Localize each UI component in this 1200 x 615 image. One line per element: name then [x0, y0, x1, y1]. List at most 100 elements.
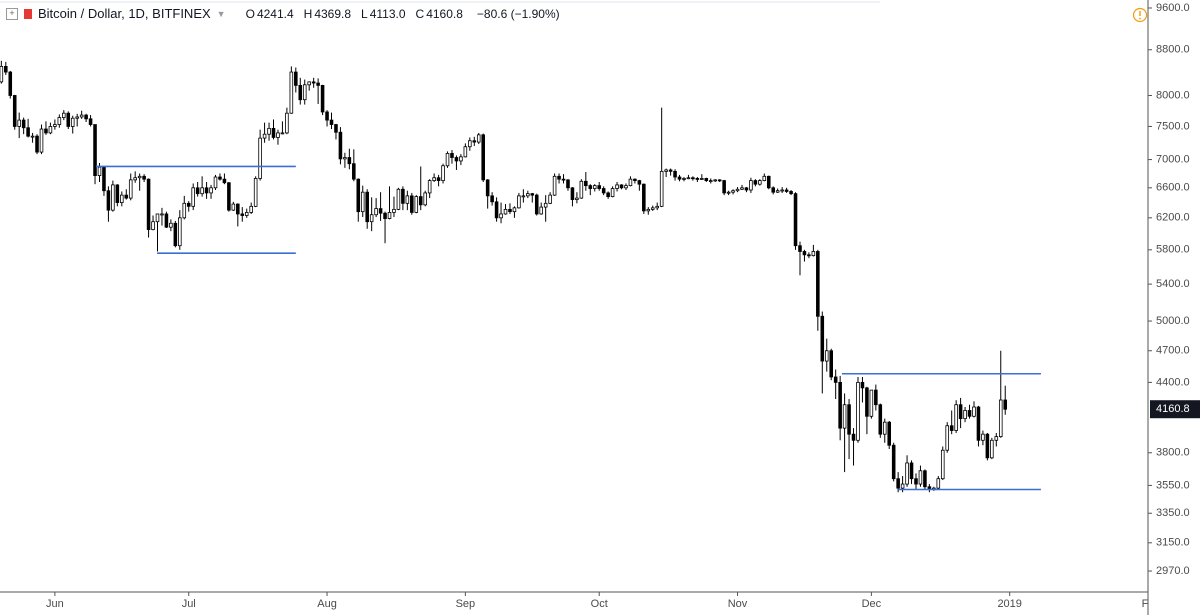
- collapse-icon[interactable]: +: [6, 7, 18, 20]
- candle-body: [213, 176, 218, 189]
- y-tick-label: 5800.0: [1156, 244, 1190, 256]
- candle-body: [231, 203, 236, 211]
- y-tick-label: 2970.0: [1156, 565, 1190, 577]
- candle-body: [209, 187, 213, 194]
- candle-body: [726, 191, 731, 194]
- candle-body: [954, 404, 958, 431]
- candle-body: [414, 196, 419, 213]
- candle-body: [503, 208, 508, 215]
- candle-body: [588, 185, 593, 189]
- candle-body: [191, 187, 195, 207]
- x-tick-label: Oct: [591, 598, 608, 610]
- candle-body: [445, 153, 450, 167]
- candle-body: [615, 184, 619, 189]
- candle-body: [490, 195, 494, 203]
- candle-body: [468, 140, 472, 148]
- candle-body: [963, 410, 967, 420]
- candle-body: [646, 208, 651, 212]
- candle-body: [93, 124, 97, 177]
- candle-body: [307, 81, 311, 86]
- candle-body: [798, 245, 802, 252]
- candle-body: [552, 175, 557, 196]
- candle-body: [936, 478, 941, 489]
- x-tick-label: Nov: [728, 598, 748, 610]
- candle-body: [423, 192, 427, 206]
- candle-body: [508, 208, 512, 213]
- candle-body: [990, 439, 994, 459]
- candle-body: [847, 404, 851, 435]
- candle-body: [775, 190, 780, 193]
- ohlc-value: 4160.8: [426, 6, 463, 21]
- candle-body: [561, 178, 566, 181]
- warning-icon[interactable]: [1132, 7, 1148, 23]
- candle-body: [8, 71, 13, 96]
- candle-body: [240, 213, 245, 216]
- candle-body: [142, 175, 146, 180]
- y-tick-label: 3800.0: [1156, 447, 1190, 459]
- candle-body: [30, 135, 35, 138]
- candle-body: [347, 157, 352, 165]
- candle-body: [325, 111, 329, 121]
- candle-body: [17, 119, 21, 127]
- candle-body: [740, 187, 744, 190]
- candle-body: [659, 170, 664, 207]
- candle-body: [967, 410, 972, 417]
- x-axis: JunJulAugSepOctNovDec2019Fe: [46, 592, 1154, 610]
- candle-body: [137, 175, 142, 179]
- candle-body: [637, 180, 642, 185]
- candle-body: [534, 194, 539, 215]
- candle-body: [731, 190, 735, 193]
- candle-body: [21, 119, 26, 129]
- y-tick-label: 7000.0: [1156, 153, 1190, 165]
- candle-body: [365, 191, 369, 223]
- candle-body: [459, 156, 463, 162]
- y-tick-label: 5400.0: [1156, 278, 1190, 290]
- candle-body: [566, 179, 570, 189]
- candle-body: [606, 192, 610, 198]
- candle-body: [356, 178, 361, 213]
- candle-body: [842, 404, 847, 429]
- candle-body: [432, 177, 436, 181]
- candle-body: [856, 381, 860, 441]
- candle-body: [758, 180, 762, 185]
- candle-body: [383, 212, 387, 219]
- candle-body: [329, 119, 334, 125]
- candle-body: [793, 193, 798, 247]
- candle-body: [84, 114, 88, 120]
- candle-body: [35, 135, 39, 153]
- candle-body: [97, 166, 102, 177]
- candle-body: [160, 213, 164, 216]
- candle-body: [682, 178, 686, 180]
- candle-body: [771, 187, 775, 193]
- candle-body: [146, 178, 151, 230]
- candle-body: [686, 177, 691, 180]
- candle-body: [338, 131, 343, 160]
- candle-body: [677, 176, 682, 180]
- candle-body: [410, 195, 414, 213]
- legend-header: + Bitcoin / Dollar, 1D, BITFINEX ▼ O 4241…: [6, 6, 560, 21]
- candle-body: [294, 71, 298, 86]
- candle-body: [276, 132, 280, 138]
- candle-body: [713, 179, 717, 182]
- candle-body: [619, 184, 624, 189]
- candle-body: [976, 406, 981, 441]
- candle-body: [802, 251, 807, 256]
- candle-body: [575, 197, 579, 200]
- candle-body: [106, 190, 111, 211]
- candle-body: [387, 212, 392, 219]
- candle-body: [521, 195, 526, 198]
- ohlc-value: 4241.4: [256, 6, 294, 21]
- candle-body: [271, 127, 276, 138]
- candle-body: [476, 134, 481, 143]
- candle-body: [570, 187, 575, 200]
- candle-body: [526, 193, 530, 197]
- dropdown-caret[interactable]: ▼: [216, 8, 226, 19]
- candle-body: [945, 425, 950, 451]
- x-tick-label: Aug: [317, 598, 337, 610]
- symbol-title[interactable]: Bitcoin / Dollar, 1D, BITFINEX: [38, 6, 211, 21]
- candle-body: [204, 187, 209, 194]
- candle-body: [320, 84, 325, 113]
- candle-body: [891, 444, 896, 480]
- candle-body: [749, 180, 753, 191]
